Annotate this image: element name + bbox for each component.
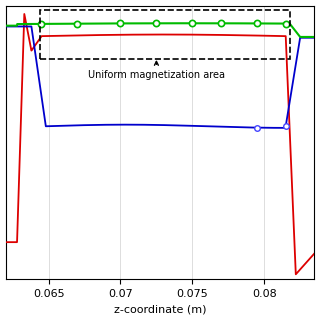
X-axis label: z-coordinate (m): z-coordinate (m) xyxy=(114,304,206,315)
Text: Uniform magnetization area: Uniform magnetization area xyxy=(88,61,225,80)
Bar xyxy=(40,10,290,59)
